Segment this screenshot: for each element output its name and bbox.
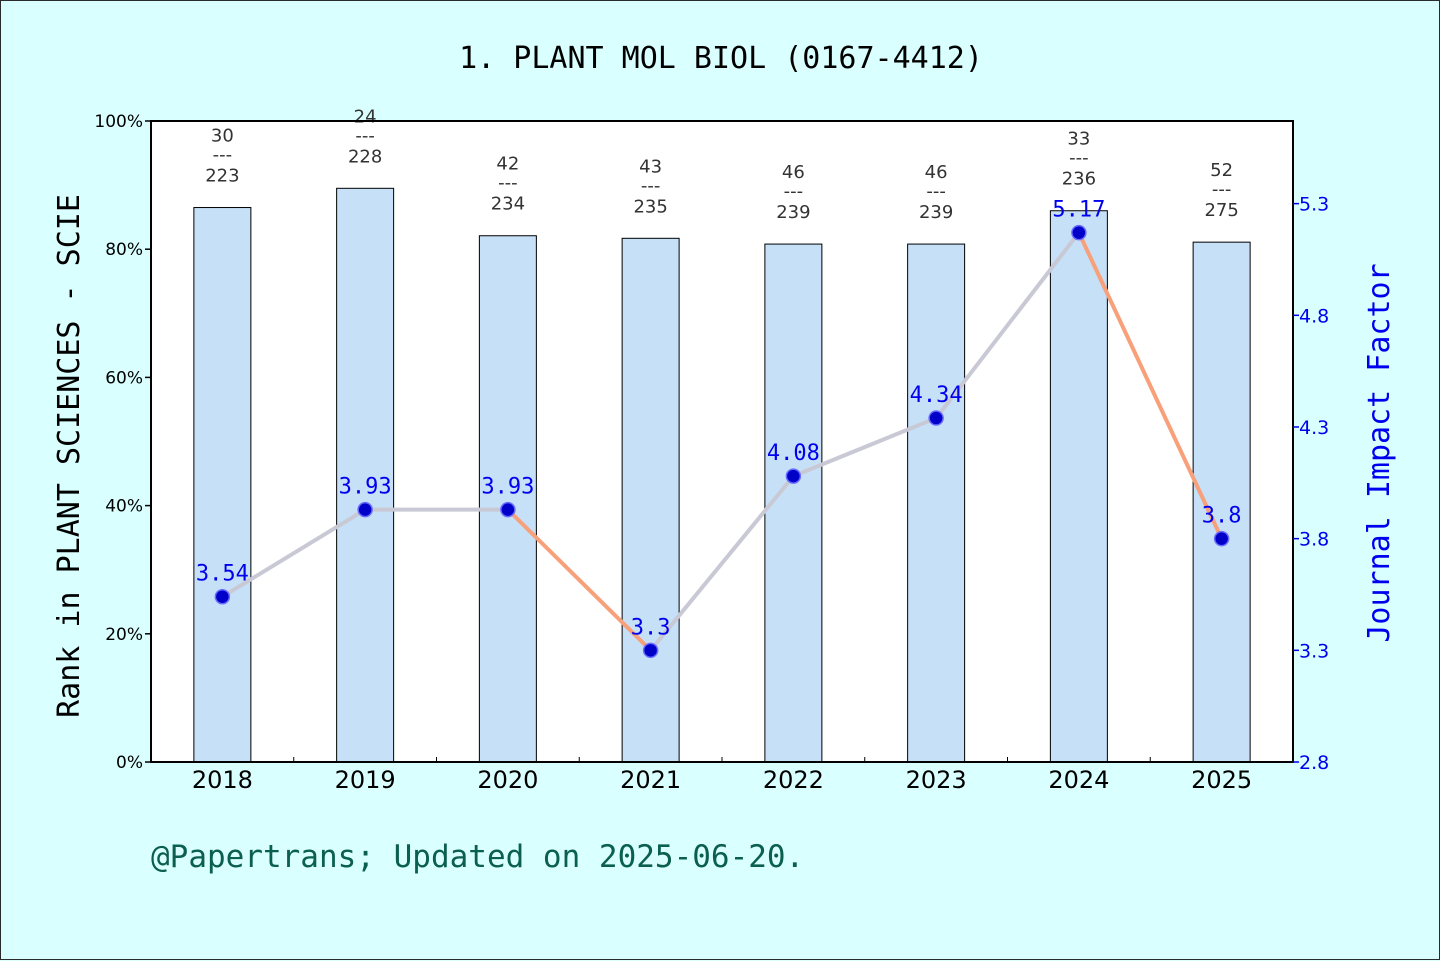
rank-label-2019: 24 [354, 106, 377, 127]
rank-label-2025: 52 [1210, 160, 1233, 181]
bar-2025 [1192, 241, 1251, 763]
x-tick-label-2020: 2020 [477, 766, 538, 794]
x-axis: 2018 2019 2020 2021 2022 2023 2024 2025 [150, 757, 1294, 794]
if-value-label-2023: 4.34 [910, 383, 963, 408]
right-tick-label: 4.8 [1299, 305, 1329, 327]
rank-total-2022: 239 [776, 202, 810, 223]
if-value-label-2024: 5.17 [1052, 198, 1105, 223]
plot-area [151, 121, 1293, 762]
if-point-2023 [928, 410, 944, 426]
if-point-2021 [642, 642, 659, 659]
if-value-label-2025: 3.8 [1202, 504, 1242, 529]
rank-total-2024: 236 [1062, 169, 1096, 190]
rank-label-2018: 30 [211, 126, 234, 147]
chart-title: 1. PLANT MOL BIOL (0167-4412) [459, 41, 983, 76]
bar-2019 [336, 187, 395, 763]
rank-total-2023: 239 [919, 202, 953, 223]
if-value-label-2021: 3.3 [631, 615, 671, 640]
if-line-segment-2020 [505, 507, 653, 653]
rank-label-2021: 43 [639, 156, 662, 177]
rank-total-2025: 275 [1204, 200, 1238, 221]
if-point-2025 [1213, 530, 1230, 547]
if-line-segment-2021 [648, 474, 796, 653]
if-line-layer [220, 230, 1224, 653]
rank-label-2022: 46 [782, 162, 805, 183]
bar-2024 [1049, 210, 1108, 763]
x-tick-label-2023: 2023 [906, 766, 967, 794]
bars-layer [193, 187, 1251, 763]
rank-separator-2024: --- [1069, 148, 1089, 169]
if-value-label-2020: 3.93 [481, 475, 534, 500]
left-tick-label: 20% [105, 625, 143, 645]
rank-separator-2023: --- [926, 181, 946, 202]
rank-separator-2019: --- [355, 125, 375, 146]
right-axis: 2.8 3.3 3.8 4.3 4.8 5.3 [1293, 194, 1329, 774]
left-tick-label: 0% [116, 753, 143, 773]
rank-separator-2020: --- [498, 173, 518, 194]
right-tick-label: 4.3 [1299, 417, 1329, 439]
if-line-segment-2023 [934, 230, 1081, 421]
rank-separator-2021: --- [641, 175, 661, 196]
bar-2018 [193, 207, 252, 763]
x-tick-label-2021: 2021 [620, 766, 681, 794]
x-tick-label-2022: 2022 [763, 766, 824, 794]
if-line-segment-2022 [791, 416, 939, 479]
x-tick-label-2025: 2025 [1191, 766, 1252, 794]
if-line-segment-2024 [1076, 230, 1224, 541]
left-axis-title: Rank in PLANT SCIENCES - SCIE [52, 194, 87, 718]
right-tick-label: 3.3 [1299, 640, 1329, 662]
if-points-layer [214, 224, 1230, 659]
bar-2022 [764, 243, 823, 763]
left-tick-label: 100% [94, 112, 143, 132]
x-tick-label-2024: 2024 [1048, 766, 1109, 794]
rank-separator-2022: --- [784, 181, 804, 202]
bar-2020 [478, 235, 537, 763]
rank-label-2020: 42 [496, 154, 519, 175]
if-point-2019 [357, 501, 373, 518]
right-axis-title: Journal Impact Factor [1362, 263, 1397, 642]
rank-total-2021: 235 [633, 196, 667, 217]
rank-total-2019: 228 [348, 146, 382, 167]
rank-total-2018: 223 [205, 166, 239, 187]
if-value-label-2022: 4.08 [767, 441, 820, 466]
if-point-2024 [1071, 224, 1087, 241]
x-tick-label-2019: 2019 [335, 766, 396, 794]
if-point-2018 [214, 588, 231, 605]
right-tick-label: 2.8 [1299, 752, 1329, 774]
bar-2021 [621, 237, 680, 763]
footer-text: @Papertrans; Updated on 2025-06-20. [151, 839, 804, 875]
left-tick-label: 60% [105, 368, 143, 388]
rank-label-2023: 46 [925, 162, 948, 183]
rank-separator-2025: --- [1212, 179, 1232, 200]
if-point-2020 [500, 501, 516, 518]
if-value-label-2018: 3.54 [196, 562, 249, 587]
left-axis: 0% 20% 40% 60% 80% 100% [94, 112, 151, 773]
if-line-segment-2018 [220, 507, 368, 599]
if-point-2022 [785, 468, 802, 484]
rank-separator-2018: --- [213, 145, 233, 166]
rank-label-2024: 33 [1067, 129, 1090, 150]
right-tick-label: 5.3 [1299, 194, 1329, 216]
x-tick-label-2018: 2018 [192, 766, 253, 794]
right-tick-label: 3.8 [1299, 529, 1329, 551]
left-tick-label: 80% [105, 240, 143, 260]
if-labels-layer: 3.54 3.93 3.93 3.3 4.08 4.34 5.17 3.8 [196, 198, 1242, 641]
if-value-label-2019: 3.93 [339, 475, 392, 500]
left-tick-label: 40% [105, 497, 143, 517]
bar-2023 [907, 243, 966, 763]
rank-total-2020: 234 [491, 194, 525, 215]
